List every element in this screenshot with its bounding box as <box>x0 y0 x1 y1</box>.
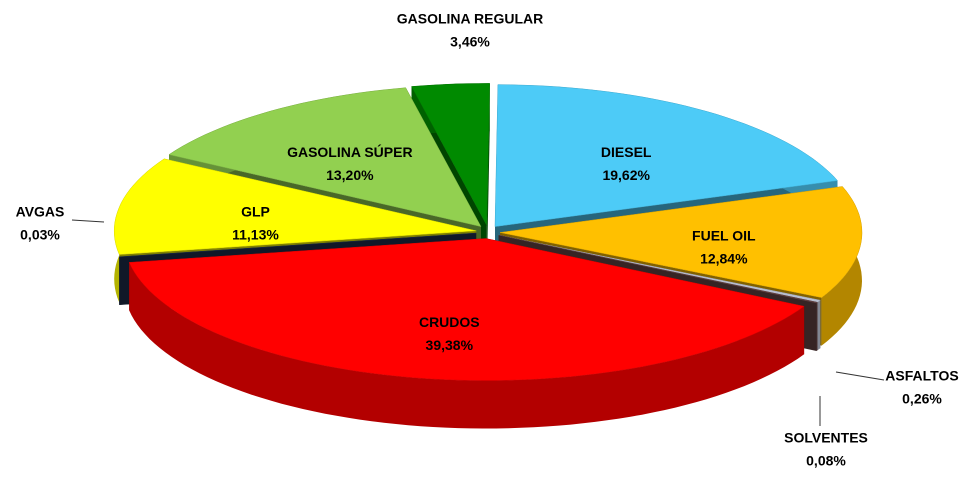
slice-wall <box>816 302 818 351</box>
slice-label: AVGAS <box>16 204 65 220</box>
leader-line <box>835 371 885 381</box>
slice-top <box>499 186 863 298</box>
slice-top <box>118 232 477 258</box>
slice-top <box>498 234 818 304</box>
value-label: 19,62% <box>602 167 650 183</box>
slice-wall <box>817 300 821 351</box>
slice-top <box>494 84 839 227</box>
leader-line <box>71 219 105 223</box>
slice-top <box>128 238 805 381</box>
value-label: 0,08% <box>806 453 846 469</box>
slice-wall <box>129 262 805 429</box>
value-label: 3,46% <box>450 34 490 50</box>
slice-label: ASFALTOS <box>885 368 958 384</box>
value-label: 39,38% <box>426 337 474 353</box>
value-label: 0,26% <box>902 391 942 407</box>
slice-label: DIESEL <box>601 144 652 160</box>
slice-label: GLP <box>241 204 270 220</box>
slice <box>128 238 805 429</box>
value-label: 13,20% <box>326 167 374 183</box>
slice-label: SOLVENTES <box>784 430 868 446</box>
slice-label: CRUDOS <box>419 314 480 330</box>
slice-label: GASOLINA REGULAR <box>397 11 543 27</box>
value-label: 12,84% <box>700 251 748 267</box>
slice-top <box>113 158 477 255</box>
slice-top <box>168 87 482 227</box>
slice-label: FUEL OIL <box>692 228 756 244</box>
slice-label: GASOLINA SÚPER <box>287 143 413 160</box>
slice-top <box>411 83 490 227</box>
value-label: 11,13% <box>232 227 279 243</box>
value-label: 0,03% <box>20 227 60 243</box>
